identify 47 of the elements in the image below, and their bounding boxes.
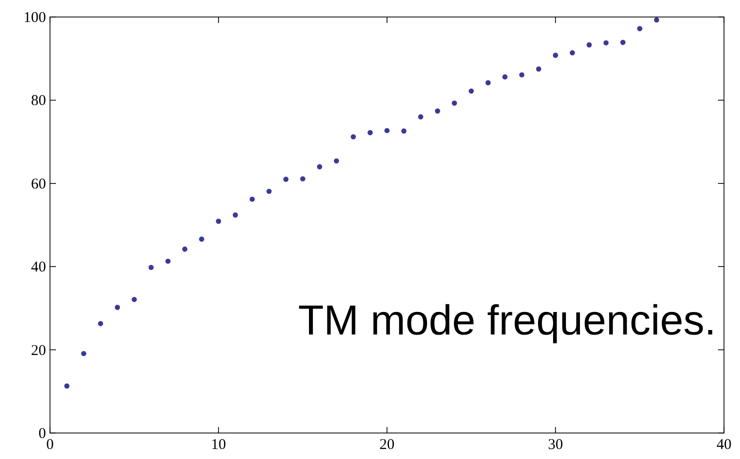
point — [216, 218, 222, 224]
point — [148, 264, 154, 270]
point — [132, 296, 137, 302]
point — [486, 80, 491, 86]
point — [283, 176, 288, 182]
point — [620, 40, 626, 45]
point — [250, 196, 255, 202]
point — [64, 383, 70, 389]
annotation: TM mode frequencies. — [298, 296, 716, 344]
point — [452, 100, 457, 106]
x-tick-label: 40 — [716, 437, 732, 453]
point — [334, 158, 340, 164]
point — [266, 188, 272, 194]
point — [199, 236, 204, 242]
point — [468, 88, 474, 94]
y-tick-label: 60 — [31, 176, 46, 192]
point — [603, 40, 609, 46]
point — [300, 176, 306, 182]
x-tick-label: 20 — [380, 437, 394, 453]
y-tick-label: 100 — [24, 10, 46, 26]
point — [165, 258, 171, 264]
point — [114, 304, 120, 310]
point — [317, 164, 322, 170]
point — [232, 212, 238, 218]
point — [182, 246, 188, 252]
y-tick-label: 40 — [31, 260, 46, 276]
point — [401, 128, 406, 134]
point — [350, 134, 356, 140]
point — [418, 114, 424, 120]
point — [552, 52, 558, 58]
point — [81, 350, 86, 356]
y-tick-label: 0 — [38, 426, 46, 442]
point — [536, 66, 542, 72]
point — [384, 128, 390, 134]
x-tick-label: 10 — [211, 437, 226, 453]
point — [98, 320, 104, 326]
point — [654, 17, 660, 23]
point — [570, 50, 575, 56]
point — [502, 74, 508, 80]
point — [519, 72, 524, 78]
y-tick-label: 20 — [31, 342, 46, 359]
y-tick-label: 80 — [31, 93, 46, 110]
point — [586, 42, 592, 48]
x-tick-label: 30 — [548, 437, 563, 453]
point — [637, 26, 642, 32]
point — [434, 108, 440, 114]
point — [368, 130, 373, 136]
